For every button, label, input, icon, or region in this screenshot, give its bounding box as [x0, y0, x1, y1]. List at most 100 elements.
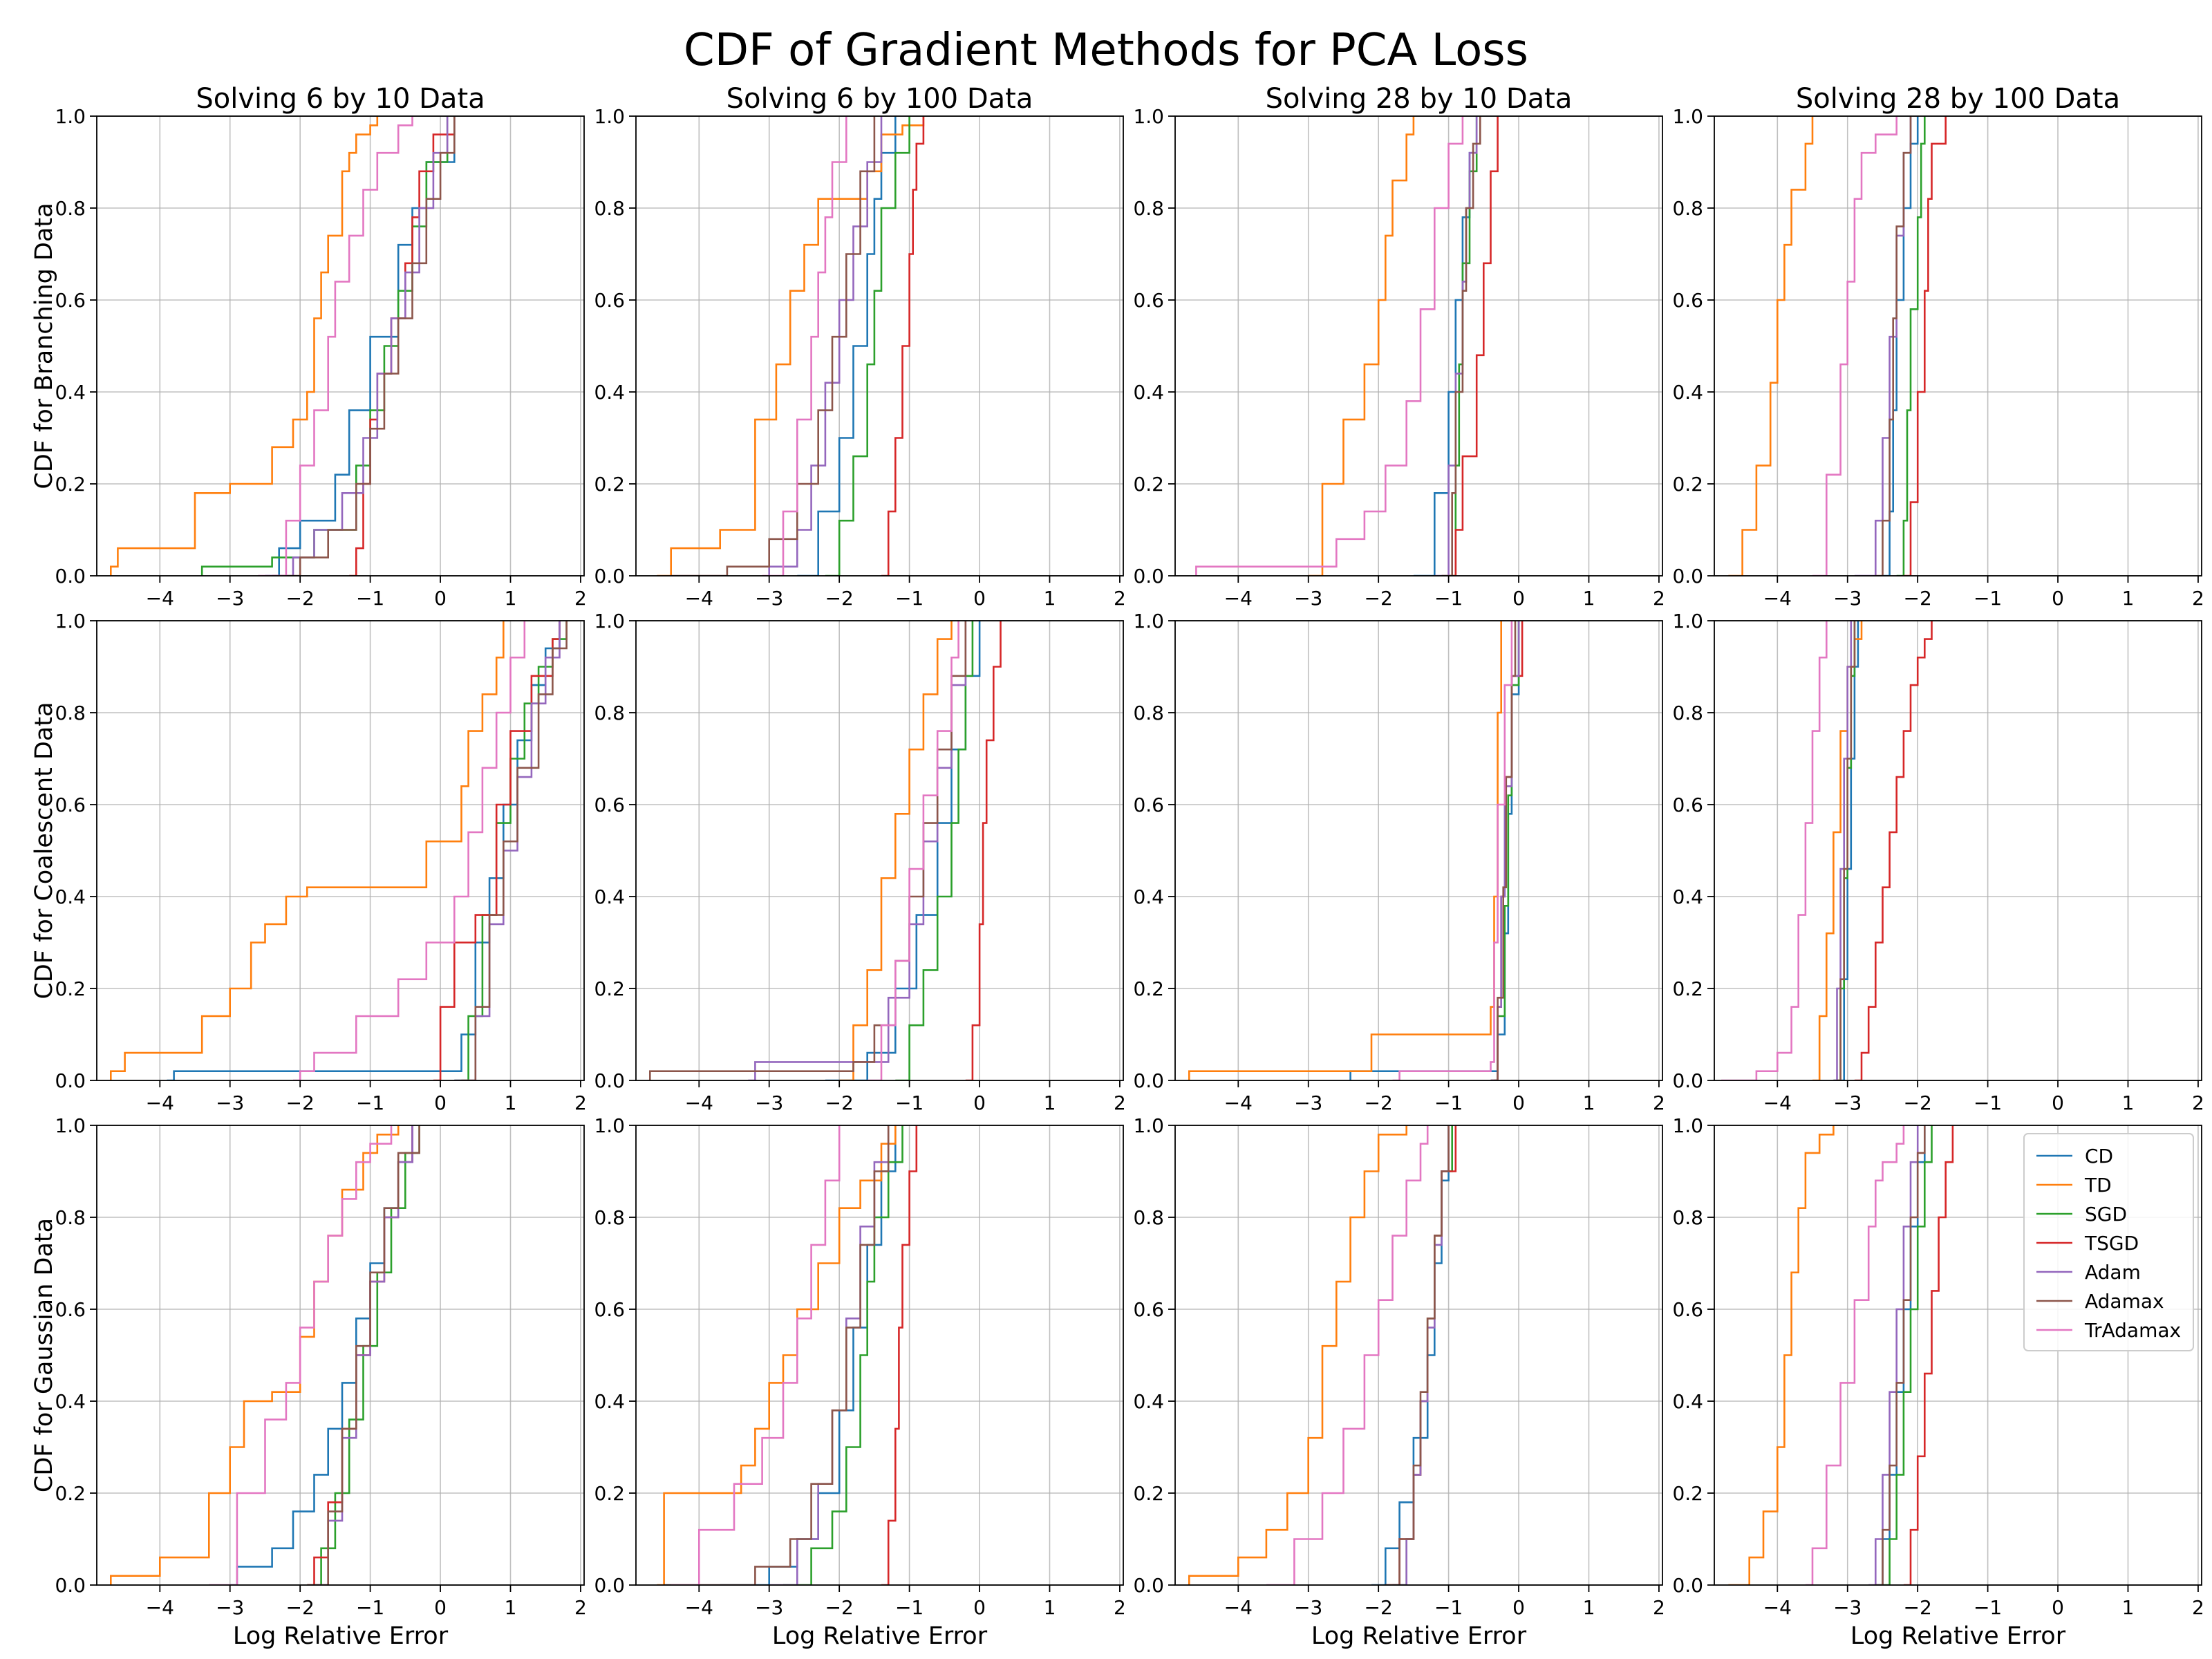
series-line-cd	[167, 621, 561, 1080]
y-tick-label: 0.4	[594, 1390, 625, 1413]
y-tick-label: 0.0	[1672, 1574, 1703, 1597]
x-tick-label: 2	[1114, 1596, 1126, 1619]
x-tick-label: −3	[1294, 1091, 1322, 1114]
x-tick-label: −1	[895, 1596, 924, 1619]
x-tick-label: −4	[1224, 587, 1253, 610]
x-tick-label: 0	[434, 1596, 447, 1619]
y-tick-label: 0.2	[1672, 473, 1703, 496]
x-tick-label: 1	[1044, 1091, 1056, 1114]
y-tick-label: 1.0	[594, 105, 625, 128]
legend-item: TD	[2036, 1174, 2112, 1197]
x-tick-label: −2	[286, 1596, 315, 1619]
y-tick-label: 0.0	[55, 1069, 86, 1092]
series-line-td	[110, 1125, 400, 1585]
x-tick-label: −4	[1224, 1596, 1253, 1619]
subplot-r0-c0: −4 −3 −2 −1 0 1 2 0.0 0.2 0.4 0.6 0.8 1.0 Solving 6 b…	[30, 83, 587, 610]
series-line-tradamax	[258, 116, 413, 576]
y-tick-label: 0.6	[594, 794, 625, 816]
series-group	[110, 621, 568, 1080]
series-line-td	[110, 116, 379, 576]
legend-label: CD	[2085, 1145, 2113, 1168]
y-tick-label: 0.0	[1133, 1069, 1164, 1092]
x-tick-label: −3	[1833, 1091, 1862, 1114]
y-tick-label: 0.6	[1133, 1298, 1164, 1321]
x-tick-label: 2	[1653, 587, 1665, 610]
axes-frame	[1714, 620, 2202, 1081]
series-line-tradamax	[671, 1125, 841, 1585]
y-tick-label: 0.4	[55, 885, 86, 908]
x-tick-label: −3	[216, 1091, 244, 1114]
series-group	[649, 621, 1002, 1080]
series-line-td	[1308, 116, 1415, 576]
legend-frame	[2023, 1133, 2194, 1351]
y-tick-label: 0.4	[1672, 381, 1703, 404]
x-tick-label: −3	[755, 587, 783, 610]
y-tick-label: 0.4	[1133, 885, 1164, 908]
x-tick-label: 2	[2192, 1596, 2204, 1619]
legend-item: SGD	[2036, 1203, 2127, 1226]
series-line-cd	[720, 1125, 897, 1585]
y-tick-label: 0.4	[55, 381, 86, 404]
x-tick-label: −2	[1904, 587, 1932, 610]
y-tick-label: 1.0	[594, 1114, 625, 1137]
y-tick-label: 0.4	[1672, 1390, 1703, 1413]
series-line-tradamax	[1805, 1125, 1905, 1585]
series-line-tsgd	[1385, 1125, 1457, 1585]
x-tick-label: 0	[1512, 587, 1525, 610]
y-tick-label: 0.8	[1672, 197, 1703, 220]
series-line-tradamax	[1812, 116, 1897, 576]
series-line-tsgd	[881, 1125, 918, 1585]
subplot-r1-c2: −4 −3 −2 −1 0 1 2 0.0 0.2 0.4 0.6 0.8 1.0	[1133, 610, 1665, 1114]
legend-item: TrAdamax	[2036, 1319, 2181, 1342]
y-tick-label: 1.0	[55, 1114, 86, 1137]
row-label: CDF for Gaussian Data	[30, 1218, 58, 1492]
x-tick-label: −2	[286, 587, 315, 610]
series-line-tradamax	[293, 621, 526, 1080]
y-tick-label: 0.8	[55, 197, 86, 220]
x-tick-label: 1	[1583, 1091, 1595, 1114]
y-tick-label: 0.8	[1133, 197, 1164, 220]
subplot-grid: −4 −3 −2 −1 0 1 2 0.0 0.2 0.4 0.6 0.8 1.0 Solving 6 b…	[30, 83, 2204, 1650]
series-line-td	[110, 621, 505, 1080]
x-tick-label: −4	[1763, 587, 1792, 610]
series-line-tsgd	[1448, 116, 1499, 576]
x-tick-label: −4	[1763, 1596, 1792, 1619]
subplot-r1-c3: −4 −3 −2 −1 0 1 2 0.0 0.2 0.4 0.6 0.8 1.0	[1672, 610, 2204, 1114]
axes-frame	[635, 1125, 1124, 1586]
y-tick-label: 0.4	[1672, 885, 1703, 908]
series-line-tsgd	[1903, 116, 1947, 576]
x-tick-label: −3	[755, 1596, 783, 1619]
x-tick-label: 1	[505, 1091, 517, 1114]
y-tick-label: 0.8	[1672, 1206, 1703, 1229]
series-line-td	[1728, 1125, 1835, 1585]
x-tick-label: 2	[574, 1091, 587, 1114]
x-tick-label: −1	[895, 587, 924, 610]
x-tick-label: 0	[2052, 1596, 2064, 1619]
x-tick-label: 2	[2192, 1091, 2204, 1114]
x-axis-label: Log Relative Error	[772, 1622, 988, 1650]
series-group	[110, 116, 456, 576]
subplot-r2-c1: −4 −3 −2 −1 0 1 2 0.0 0.2 0.4 0.6 0.8 1.0 Log Relativ…	[594, 1114, 1125, 1650]
legend-label: Adamax	[2085, 1290, 2164, 1313]
x-tick-label: −2	[1365, 1596, 1393, 1619]
x-tick-label: −2	[1904, 1596, 1932, 1619]
legend-label: TrAdamax	[2084, 1319, 2181, 1342]
subplot-r0-c1: −4 −3 −2 −1 0 1 2 0.0 0.2 0.4 0.6 0.8 1.0 Solving 6 b…	[594, 83, 1125, 610]
series-line-td	[1188, 621, 1502, 1080]
x-tick-label: 1	[2122, 1596, 2135, 1619]
axes-frame	[1174, 620, 1663, 1081]
x-tick-label: −4	[685, 587, 713, 610]
x-tick-label: 1	[505, 1596, 517, 1619]
y-tick-label: 0.4	[1133, 381, 1164, 404]
series-line-cd	[1413, 116, 1478, 576]
series-line-adamax	[664, 1125, 890, 1585]
y-tick-label: 0.0	[55, 1574, 86, 1597]
series-line-adamax	[1875, 116, 1912, 576]
subplot-r2-c0: −4 −3 −2 −1 0 1 2 0.0 0.2 0.4 0.6 0.8 1.0 CDF for Gau…	[30, 1114, 587, 1650]
series-line-tradamax	[762, 116, 847, 576]
y-tick-label: 0.4	[594, 885, 625, 908]
x-tick-label: 2	[1653, 1596, 1665, 1619]
y-tick-label: 0.8	[594, 702, 625, 724]
y-tick-label: 0.0	[594, 1069, 625, 1092]
